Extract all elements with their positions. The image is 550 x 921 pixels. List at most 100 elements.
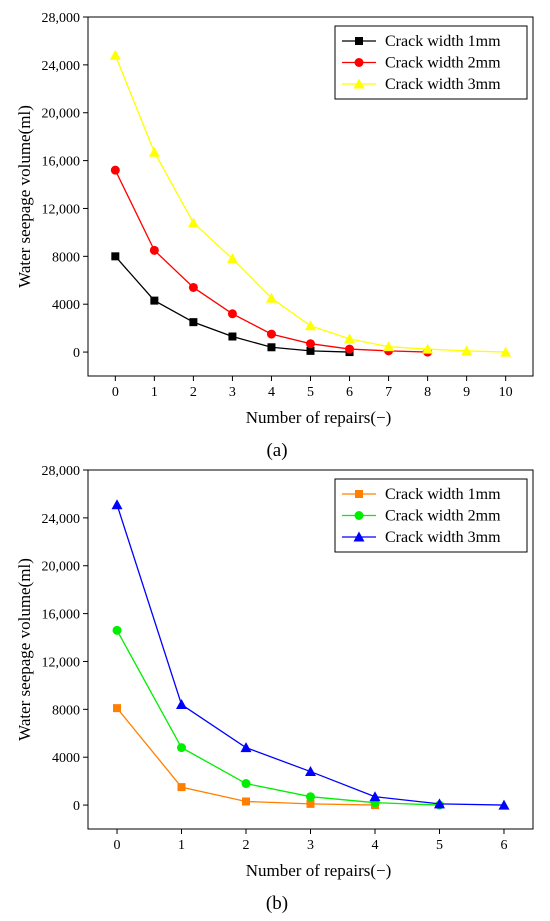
series-square bbox=[113, 704, 379, 810]
x-tick-label: 4 bbox=[268, 385, 275, 400]
data-point bbox=[433, 798, 445, 809]
x-tick-label: 6 bbox=[500, 838, 507, 853]
legend-swatch-marker bbox=[355, 37, 363, 45]
y-tick-label: 20,000 bbox=[42, 107, 81, 122]
y-tick-label: 4000 bbox=[52, 298, 80, 313]
panel-label: (a) bbox=[266, 440, 287, 461]
series-line bbox=[114, 169, 428, 353]
data-point bbox=[306, 339, 315, 349]
legend-entry: Crack width 2mm bbox=[385, 55, 501, 72]
data-point bbox=[226, 253, 238, 264]
data-point bbox=[240, 742, 252, 753]
data-point bbox=[188, 282, 198, 292]
legend: Crack width 1mm Crack width 2mm Crack widt… bbox=[334, 478, 528, 553]
x-tick-label: 1 bbox=[151, 385, 158, 400]
x-tick-label: 2 bbox=[243, 838, 250, 853]
legend-entry: Crack width 1mm bbox=[385, 486, 501, 503]
data-point bbox=[148, 146, 160, 157]
data-point bbox=[305, 320, 316, 331]
y-tick-label: 0 bbox=[73, 799, 80, 814]
data-point bbox=[306, 346, 315, 355]
data-point bbox=[228, 332, 237, 341]
data-point bbox=[187, 217, 199, 228]
data-point bbox=[189, 318, 198, 327]
y-tick-label: 12,000 bbox=[42, 202, 81, 217]
data-point bbox=[461, 345, 473, 356]
y-tick-label: 8000 bbox=[52, 703, 80, 718]
x-tick-label: 10 bbox=[499, 385, 513, 400]
data-point bbox=[266, 329, 276, 339]
data-point bbox=[242, 797, 251, 806]
data-point bbox=[422, 343, 434, 354]
legend: Crack width 1mm Crack width 2mm Crack widt… bbox=[334, 25, 528, 100]
y-tick-label: 24,000 bbox=[42, 59, 81, 74]
data-point bbox=[150, 296, 159, 305]
series-triangle bbox=[111, 499, 510, 810]
y-tick-label: 28,000 bbox=[42, 11, 81, 26]
x-tick-label: 2 bbox=[190, 385, 197, 400]
series-line bbox=[116, 630, 440, 806]
data-point bbox=[498, 799, 510, 810]
x-tick-label: 5 bbox=[436, 838, 443, 853]
data-point bbox=[177, 743, 187, 753]
x-tick-label: 8 bbox=[424, 385, 431, 400]
y-tick-label: 4000 bbox=[52, 751, 80, 766]
data-point bbox=[500, 346, 512, 357]
series-square bbox=[111, 252, 354, 357]
data-point bbox=[306, 792, 315, 802]
data-point bbox=[113, 704, 122, 713]
y-tick-label: 20,000 bbox=[42, 560, 81, 575]
data-point bbox=[345, 344, 355, 354]
y-tick-label: 0 bbox=[73, 346, 80, 361]
y-tick-label: 16,000 bbox=[42, 608, 81, 623]
x-tick-label: 7 bbox=[385, 385, 392, 400]
data-point bbox=[265, 292, 277, 303]
y-tick-label: 16,000 bbox=[42, 155, 81, 170]
data-point bbox=[112, 625, 122, 635]
y-tick-label: 12,000 bbox=[42, 655, 81, 670]
legend-entry: Crack width 1mm bbox=[385, 33, 501, 50]
y-tick-label: 8000 bbox=[52, 250, 80, 265]
data-point bbox=[306, 799, 315, 808]
y-axis-label: Water seepage volume(ml) bbox=[15, 105, 34, 288]
legend-swatch-marker bbox=[354, 511, 364, 520]
data-point bbox=[369, 791, 381, 802]
data-point bbox=[383, 341, 395, 352]
data-point bbox=[177, 783, 186, 792]
data-point bbox=[111, 499, 123, 510]
x-axis-label: Number of repairs(−) bbox=[246, 861, 392, 880]
series-circle bbox=[112, 625, 444, 810]
x-tick-label: 9 bbox=[463, 385, 470, 400]
data-point bbox=[149, 245, 159, 255]
data-point bbox=[176, 699, 188, 710]
x-tick-label: 0 bbox=[112, 385, 119, 400]
legend-entry: Crack width 2mm bbox=[385, 508, 501, 525]
panel-label: (b) bbox=[266, 893, 288, 914]
series-line bbox=[114, 55, 506, 353]
x-tick-label: 6 bbox=[346, 385, 353, 400]
data-point bbox=[227, 309, 237, 319]
legend-swatch-marker bbox=[353, 531, 365, 542]
x-axis-label: Number of repairs(−) bbox=[246, 408, 392, 427]
data-point bbox=[305, 766, 316, 777]
x-tick-label: 5 bbox=[307, 385, 314, 400]
legend-swatch-marker bbox=[354, 58, 364, 67]
x-tick-label: 3 bbox=[307, 838, 314, 853]
series-triangle bbox=[109, 49, 512, 357]
y-tick-label: 24,000 bbox=[42, 512, 81, 527]
legend-entry: Crack width 3mm bbox=[385, 529, 501, 546]
x-tick-label: 3 bbox=[229, 385, 236, 400]
x-tick-label: 4 bbox=[371, 838, 378, 853]
series-circle bbox=[110, 165, 433, 357]
legend-swatch-marker bbox=[355, 490, 363, 498]
data-point bbox=[344, 333, 356, 344]
data-point bbox=[109, 49, 121, 60]
data-point bbox=[110, 165, 120, 175]
legend-swatch-marker bbox=[353, 78, 365, 89]
series-line bbox=[116, 707, 376, 806]
y-axis-label: Water seepage volume(ml) bbox=[15, 558, 34, 741]
y-tick-label: 28,000 bbox=[42, 464, 81, 479]
data-point bbox=[267, 343, 276, 352]
legend-entry: Crack width 3mm bbox=[385, 76, 501, 93]
